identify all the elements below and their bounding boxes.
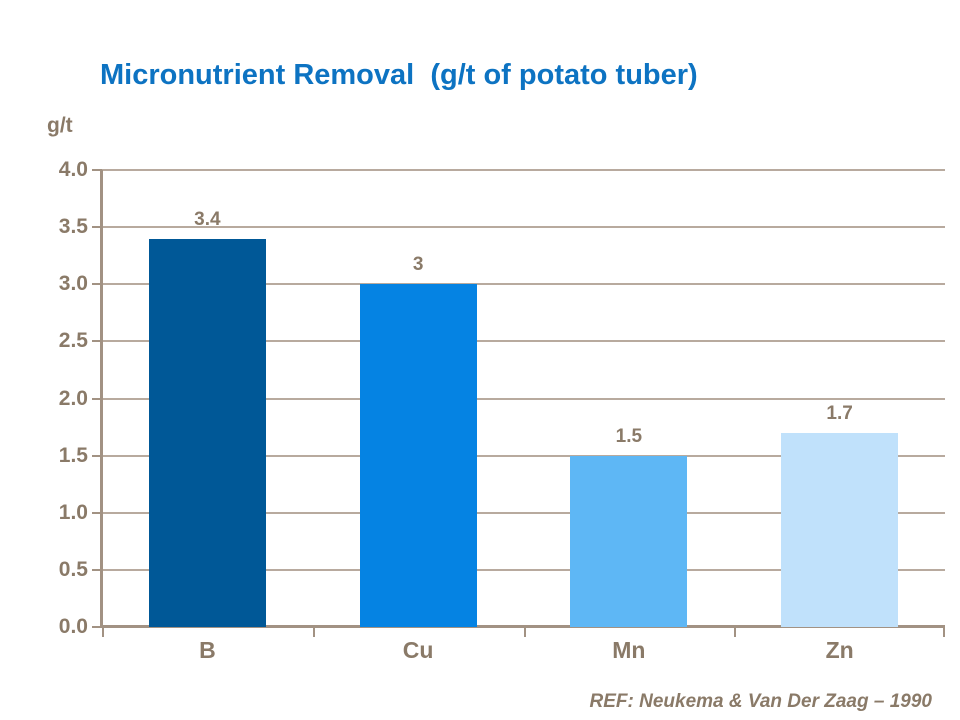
bar — [781, 432, 899, 627]
y-tick-label: 3.0 — [58, 272, 88, 296]
x-tick — [523, 627, 526, 637]
chart-title: Micronutrient Removal (g/t of potato tub… — [100, 59, 698, 92]
gridline — [102, 511, 945, 514]
reference-note: REF: Neukema & Van Der Zaag – 1990 — [589, 691, 933, 712]
y-tick-label: 4.0 — [58, 158, 88, 181]
y-axis-title: g/t — [47, 114, 73, 137]
y-tick-label: 3.5 — [58, 215, 88, 239]
y-tick-label: 1.0 — [58, 500, 88, 524]
x-tick — [943, 627, 945, 637]
bar — [359, 284, 477, 627]
gridline — [102, 454, 945, 457]
x-tick — [734, 627, 737, 637]
y-tick — [92, 568, 102, 571]
x-axis-label-b: B — [199, 637, 216, 663]
gridline — [102, 397, 945, 400]
bar-value-label: 3 — [412, 254, 424, 276]
gridline — [102, 568, 945, 571]
gridline — [102, 340, 945, 343]
gridline — [102, 169, 945, 171]
x-tick — [102, 627, 104, 637]
x-axis-label-zn: Zn — [825, 637, 854, 663]
y-tick-label: 0.0 — [58, 615, 88, 638]
x-axis-line — [102, 625, 945, 628]
bar-value-label: 3.4 — [194, 208, 221, 230]
x-axis-label-cu: Cu — [402, 637, 434, 663]
gridline — [102, 283, 945, 286]
y-tick — [92, 283, 102, 286]
y-tick — [92, 340, 102, 343]
plot-area: 0.0 0.5 1.0 1.5 2.0 2.5 3.0 3.5 4.0 3.4 B 3 Cu 1.5 Mn 1… — [59, 158, 945, 663]
bar — [570, 455, 688, 627]
y-tick-label: 1.5 — [58, 443, 88, 467]
y-tick — [92, 626, 102, 628]
y-tick — [92, 397, 102, 400]
y-tick — [92, 511, 102, 514]
y-tick — [92, 169, 102, 171]
x-axis-label-mn: Mn — [612, 637, 646, 663]
y-tick-label: 2.5 — [58, 329, 88, 353]
gridline — [102, 226, 945, 229]
y-tick — [92, 454, 102, 457]
y-axis-line — [100, 170, 103, 627]
bar-value-label: 1.5 — [615, 425, 643, 447]
y-tick — [92, 226, 102, 229]
x-tick — [312, 627, 315, 637]
bar-value-label: 1.7 — [826, 402, 853, 424]
bar — [148, 238, 266, 627]
y-tick-label: 2.0 — [58, 386, 88, 410]
y-tick-label: 0.5 — [58, 557, 88, 581]
